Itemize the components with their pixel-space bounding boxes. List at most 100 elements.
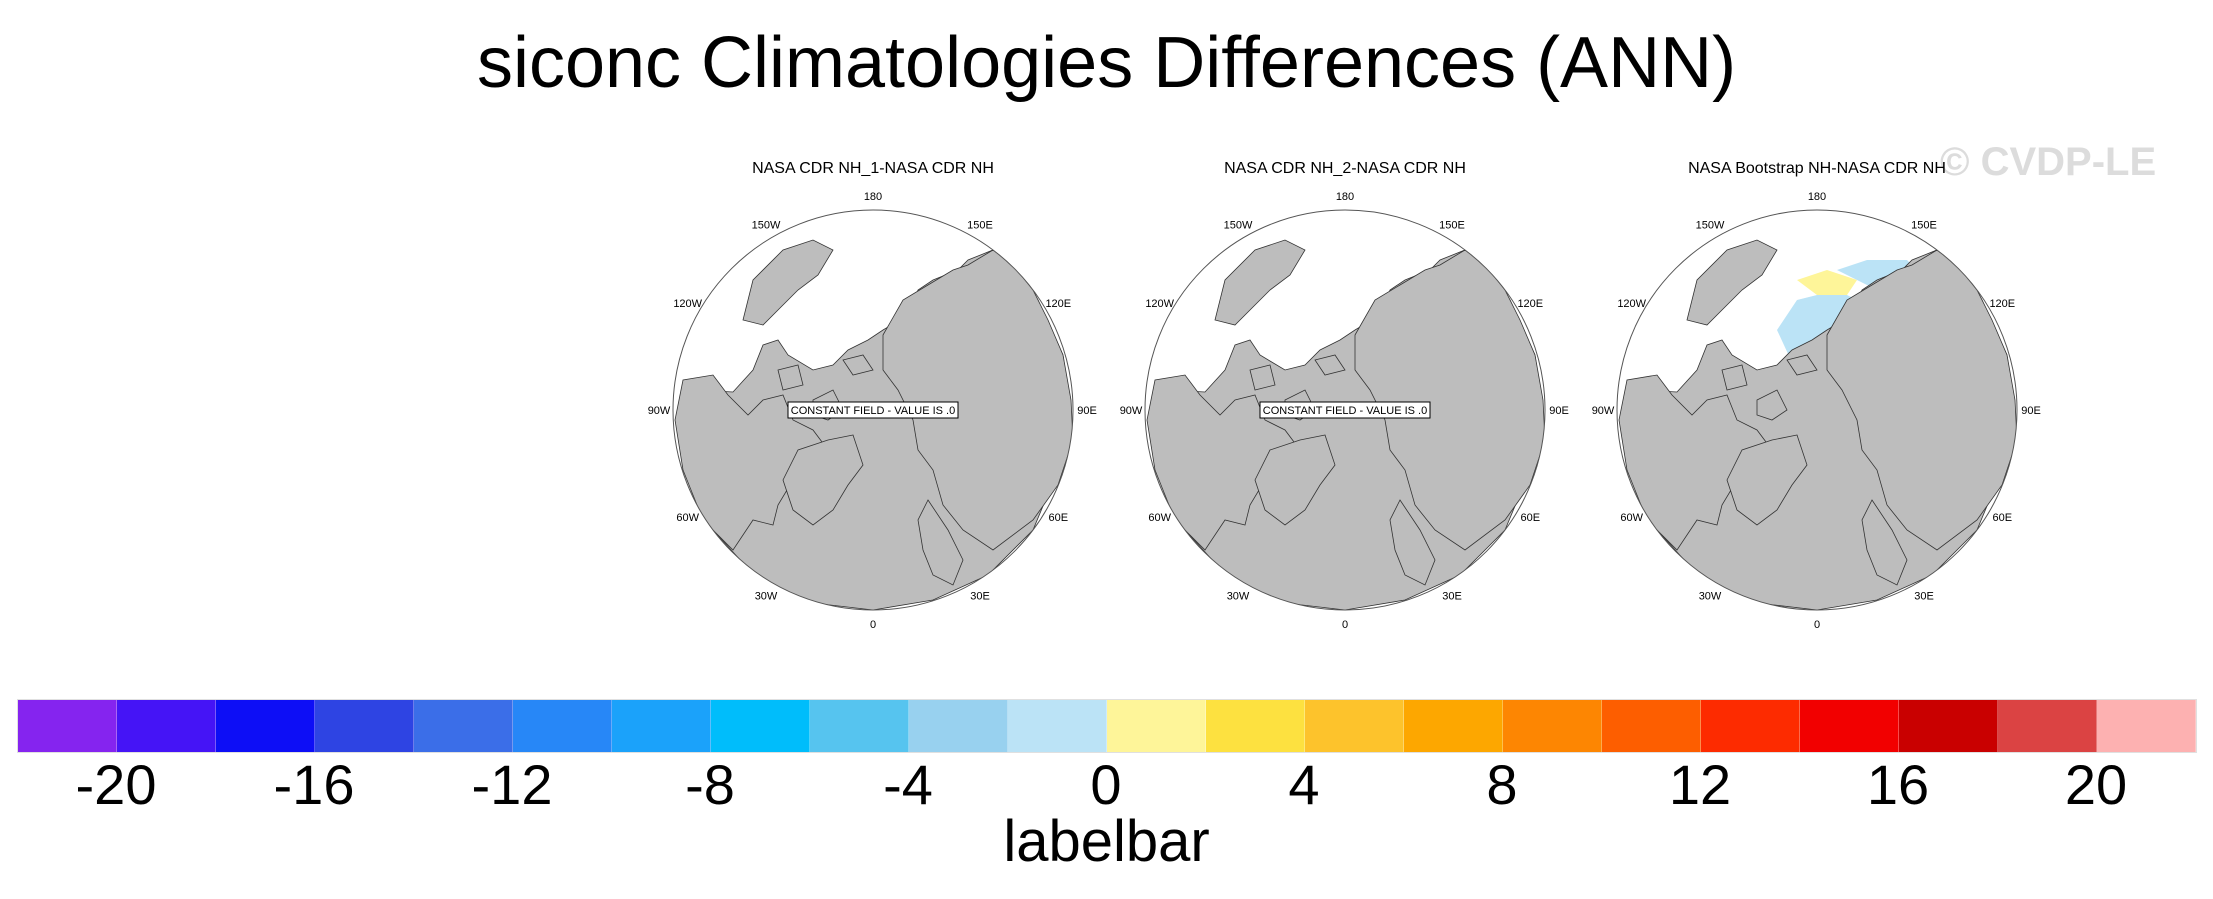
land-mass	[1618, 374, 1773, 551]
polar-map: 180 150E 120E 90E 60E 30E 0 30W 60W 90W 120W 150W	[1592, 191, 2041, 630]
labelbar-color-box	[711, 700, 810, 752]
labelbar-color-box	[1107, 700, 1206, 752]
longitude-label: 120W	[673, 298, 702, 310]
longitude-label: 30E	[970, 590, 990, 602]
map-panel-3: NASA Bootstrap NH-NASA CDR NH 180 150E 120…	[1582, 160, 2052, 630]
longitude-label: 120E	[1045, 298, 1071, 310]
longitude-label: 60W	[1148, 512, 1171, 524]
panel-title: NASA CDR NH_2-NASA CDR NH	[1224, 160, 1466, 177]
map-border	[1144, 209, 1546, 611]
land-mass	[1354, 249, 1545, 551]
labelbar-tick-label: -12	[471, 753, 553, 816]
longitude-label: 150W	[1696, 220, 1725, 232]
longitude-label: 120W	[1145, 298, 1174, 310]
labelbar-title: labelbar	[1003, 809, 1210, 874]
color-labelbar	[17, 699, 2197, 753]
land-mass	[1861, 499, 1908, 586]
labelbar-color-box	[1206, 700, 1305, 752]
land-mass	[674, 374, 829, 551]
panel-title: NASA CDR NH_1-NASA CDR NH	[752, 160, 994, 177]
island	[777, 364, 804, 391]
labelbar-tick-label: -4	[883, 753, 933, 816]
labelbar-tick-label: 12	[1668, 753, 1732, 816]
labelbar-color-box	[315, 700, 414, 752]
longitude-label: 90E	[2021, 405, 2041, 417]
watermark: © CVDP-LE	[1940, 140, 2157, 184]
longitude-label: 90E	[1077, 405, 1097, 417]
labelbar-color-box	[1899, 700, 1998, 752]
longitude-label: 180	[1336, 191, 1354, 203]
labelbar-color-box	[1800, 700, 1899, 752]
longitude-label: 180	[1808, 191, 1826, 203]
island	[1721, 364, 1748, 391]
constant-field-label: CONSTANT FIELD - VALUE IS .0	[1263, 405, 1427, 417]
constant-field-box	[787, 401, 959, 419]
constant-field-box	[1259, 401, 1431, 419]
land-mass	[882, 249, 1073, 551]
land-mass	[1214, 239, 1306, 326]
labelbar-color-box	[909, 700, 1008, 752]
labelbar-color-box	[1998, 700, 2097, 752]
panel-title: NASA Bootstrap NH-NASA CDR NH	[1688, 160, 1946, 177]
land-mass	[1686, 239, 1778, 326]
longitude-label: 90W	[1592, 405, 1615, 417]
longitude-label: 0	[1814, 619, 1820, 630]
polar-map: 180 150E 120E 90E 60E 30E 0 30W 60W 90W 120W 150W CO…	[1120, 191, 1569, 630]
labelbar-color-box	[18, 700, 117, 752]
longitude-label: 60E	[1521, 512, 1541, 524]
longitude-label: 60W	[676, 512, 699, 524]
map-panel-2: NASA CDR NH_2-NASA CDR NH 180 150E 120E 90E…	[1110, 160, 1580, 630]
labelbar-tick-label: 16	[1866, 753, 1930, 816]
longitude-label: 60W	[1620, 512, 1643, 524]
longitude-label: 120W	[1617, 298, 1646, 310]
labelbar-tick-label: 8	[1486, 753, 1518, 816]
longitude-label: 90W	[1120, 405, 1143, 417]
longitude-label: 90E	[1549, 405, 1569, 417]
labelbar-color-box	[1701, 700, 1800, 752]
longitude-label: 0	[1342, 619, 1348, 630]
longitude-label: 30E	[1442, 590, 1462, 602]
longitude-label: 180	[864, 191, 882, 203]
labelbar-color-box	[810, 700, 909, 752]
labelbar-color-box	[2097, 700, 2196, 752]
land-mass	[917, 499, 964, 586]
labelbar-color-box	[513, 700, 612, 752]
longitude-label: 30W	[1227, 590, 1250, 602]
labelbar-tick-label: 0	[1090, 753, 1122, 816]
page-title: siconc Climatologies Differences (ANN)	[476, 23, 1737, 103]
land-mass	[782, 434, 864, 526]
longitude-label: 30W	[1699, 590, 1722, 602]
map-border	[672, 209, 1074, 611]
labelbar-tick-label: -16	[273, 753, 355, 816]
land-mass	[742, 239, 834, 326]
labelbar-tick-label: -8	[685, 753, 735, 816]
labelbar-color-box	[117, 700, 216, 752]
labelbar-color-box	[1602, 700, 1701, 752]
labelbar-color-box	[414, 700, 513, 752]
labelbar-color-box	[1305, 700, 1404, 752]
longitude-label: 150W	[1224, 220, 1253, 232]
map-panel-1: NASA CDR NH_1-NASA CDR NH 180 150E 120E 90E…	[638, 160, 1108, 630]
longitude-label: 60E	[1049, 512, 1069, 524]
labelbar-tick-label: 20	[2064, 753, 2128, 816]
land-mass	[1826, 249, 2017, 551]
island	[1314, 354, 1346, 376]
island	[1786, 354, 1818, 376]
labelbar-color-box	[216, 700, 315, 752]
longitude-label: 150E	[967, 220, 993, 232]
labelbar-ticks: -20 -16 -12 -8 -4 0 4 8 12 16 20	[17, 752, 2195, 822]
constant-field-label: CONSTANT FIELD - VALUE IS .0	[791, 405, 955, 417]
island	[842, 354, 874, 376]
longitude-label: 150E	[1911, 220, 1937, 232]
longitude-label: 120E	[1517, 298, 1543, 310]
longitude-label: 30E	[1914, 590, 1934, 602]
labelbar-color-box	[612, 700, 711, 752]
land-mass	[1146, 374, 1301, 551]
land-mass	[1726, 434, 1808, 526]
labelbar-color-box	[1503, 700, 1602, 752]
labelbar-tick-label: 4	[1288, 753, 1320, 816]
longitude-label: 0	[870, 619, 876, 630]
land-mass	[1254, 434, 1336, 526]
longitude-label: 60E	[1993, 512, 2013, 524]
labelbar-color-box	[1008, 700, 1107, 752]
